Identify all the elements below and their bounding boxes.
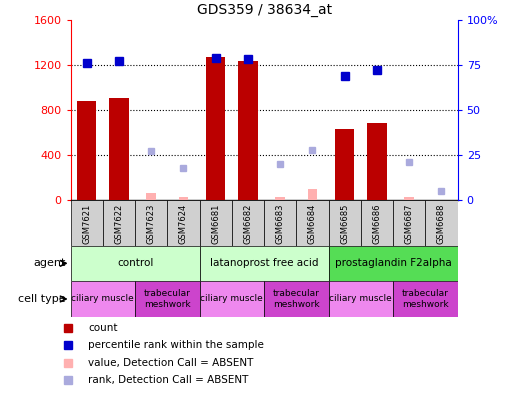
Text: trabecular
meshwork: trabecular meshwork bbox=[402, 289, 449, 308]
Bar bbox=[200, 200, 232, 246]
Bar bbox=[308, 189, 317, 200]
Bar bbox=[276, 196, 285, 200]
Bar bbox=[361, 200, 393, 246]
Text: GSM7624: GSM7624 bbox=[179, 204, 188, 244]
Text: GSM7621: GSM7621 bbox=[82, 204, 91, 244]
Text: agent: agent bbox=[33, 258, 65, 268]
Bar bbox=[328, 200, 361, 246]
Text: cell type: cell type bbox=[18, 294, 65, 304]
Bar bbox=[206, 57, 225, 200]
Bar bbox=[135, 281, 200, 317]
Text: GSM6682: GSM6682 bbox=[244, 204, 253, 244]
Text: GSM6685: GSM6685 bbox=[340, 204, 349, 244]
Text: rank, Detection Call = ABSENT: rank, Detection Call = ABSENT bbox=[88, 375, 248, 385]
Text: ciliary muscle: ciliary muscle bbox=[329, 295, 392, 303]
Bar bbox=[297, 200, 328, 246]
Text: ciliary muscle: ciliary muscle bbox=[200, 295, 263, 303]
Text: ciliary muscle: ciliary muscle bbox=[72, 295, 134, 303]
Bar bbox=[393, 281, 458, 317]
Text: control: control bbox=[117, 258, 153, 268]
Bar bbox=[71, 281, 135, 317]
Bar bbox=[71, 200, 103, 246]
Bar bbox=[71, 246, 200, 281]
Text: trabecular
meshwork: trabecular meshwork bbox=[273, 289, 320, 308]
Text: GSM6687: GSM6687 bbox=[405, 204, 414, 244]
Bar bbox=[179, 196, 188, 200]
Bar bbox=[109, 97, 129, 200]
Bar bbox=[367, 124, 386, 200]
Text: GSM6686: GSM6686 bbox=[372, 204, 381, 244]
Bar bbox=[200, 281, 264, 317]
Text: GSM7622: GSM7622 bbox=[115, 204, 123, 244]
Text: latanoprost free acid: latanoprost free acid bbox=[210, 258, 319, 268]
Bar bbox=[393, 200, 425, 246]
Text: GSM6681: GSM6681 bbox=[211, 204, 220, 244]
Title: GDS359 / 38634_at: GDS359 / 38634_at bbox=[197, 4, 332, 17]
Bar bbox=[200, 246, 328, 281]
Bar bbox=[146, 193, 156, 200]
Text: GSM7623: GSM7623 bbox=[147, 204, 156, 244]
Text: GSM6688: GSM6688 bbox=[437, 204, 446, 244]
Bar bbox=[238, 61, 258, 200]
Text: percentile rank within the sample: percentile rank within the sample bbox=[88, 341, 264, 350]
Bar bbox=[264, 200, 297, 246]
Bar bbox=[135, 200, 167, 246]
Bar bbox=[328, 281, 393, 317]
Bar bbox=[77, 101, 96, 200]
Bar bbox=[425, 200, 458, 246]
Text: GSM6684: GSM6684 bbox=[308, 204, 317, 244]
Text: value, Detection Call = ABSENT: value, Detection Call = ABSENT bbox=[88, 358, 253, 368]
Text: trabecular
meshwork: trabecular meshwork bbox=[144, 289, 191, 308]
Text: prostaglandin F2alpha: prostaglandin F2alpha bbox=[335, 258, 451, 268]
Bar bbox=[167, 200, 200, 246]
Text: GSM6683: GSM6683 bbox=[276, 204, 285, 244]
Bar bbox=[232, 200, 264, 246]
Bar bbox=[328, 246, 458, 281]
Bar bbox=[103, 200, 135, 246]
Bar bbox=[404, 196, 414, 200]
Bar bbox=[264, 281, 328, 317]
Text: count: count bbox=[88, 323, 118, 333]
Bar bbox=[335, 129, 355, 200]
